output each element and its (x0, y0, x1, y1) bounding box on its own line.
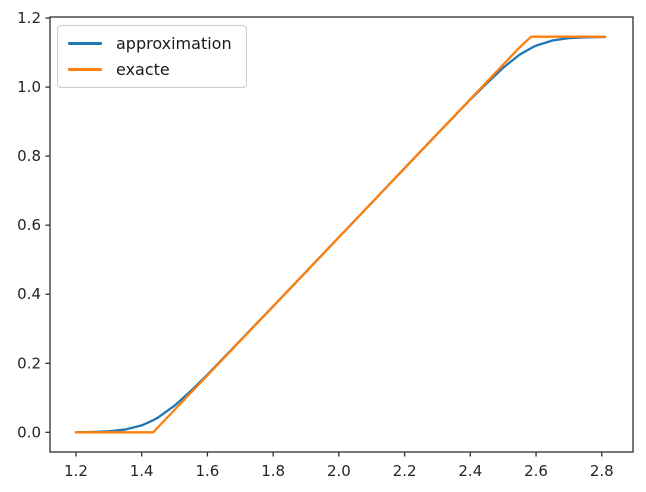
legend-line-approximation-icon (68, 42, 102, 45)
x-tick-label: 2.4 (458, 462, 482, 480)
y-tick-label: 0.2 (17, 354, 41, 372)
x-tick-label: 2.8 (590, 462, 614, 480)
legend: approximation exacte (57, 25, 247, 88)
legend-line-exacte-icon (68, 68, 102, 71)
y-tick-label: 0.0 (17, 423, 41, 441)
legend-label-exacte: exacte (116, 59, 170, 79)
x-tick-label: 2.0 (327, 462, 351, 480)
y-tick-label: 0.4 (17, 285, 41, 303)
x-tick-label: 1.8 (261, 462, 285, 480)
x-tick-label: 2.6 (524, 462, 548, 480)
legend-item-approximation: approximation (68, 33, 232, 54)
axes-spines (49, 16, 634, 453)
legend-item-exacte: exacte (68, 59, 232, 80)
x-tick-label: 1.4 (130, 462, 154, 480)
y-tick-label: 0.8 (17, 147, 41, 165)
legend-label-approximation: approximation (116, 33, 232, 53)
series-line-exacte (74, 35, 607, 434)
y-tick-label: 1.2 (17, 9, 41, 27)
y-tick-label: 0.6 (17, 216, 41, 234)
x-tick-label: 1.6 (195, 462, 219, 480)
x-tick-label: 2.2 (393, 462, 417, 480)
y-tick-label: 1.0 (17, 78, 41, 96)
x-tick-label: 1.2 (64, 462, 88, 480)
